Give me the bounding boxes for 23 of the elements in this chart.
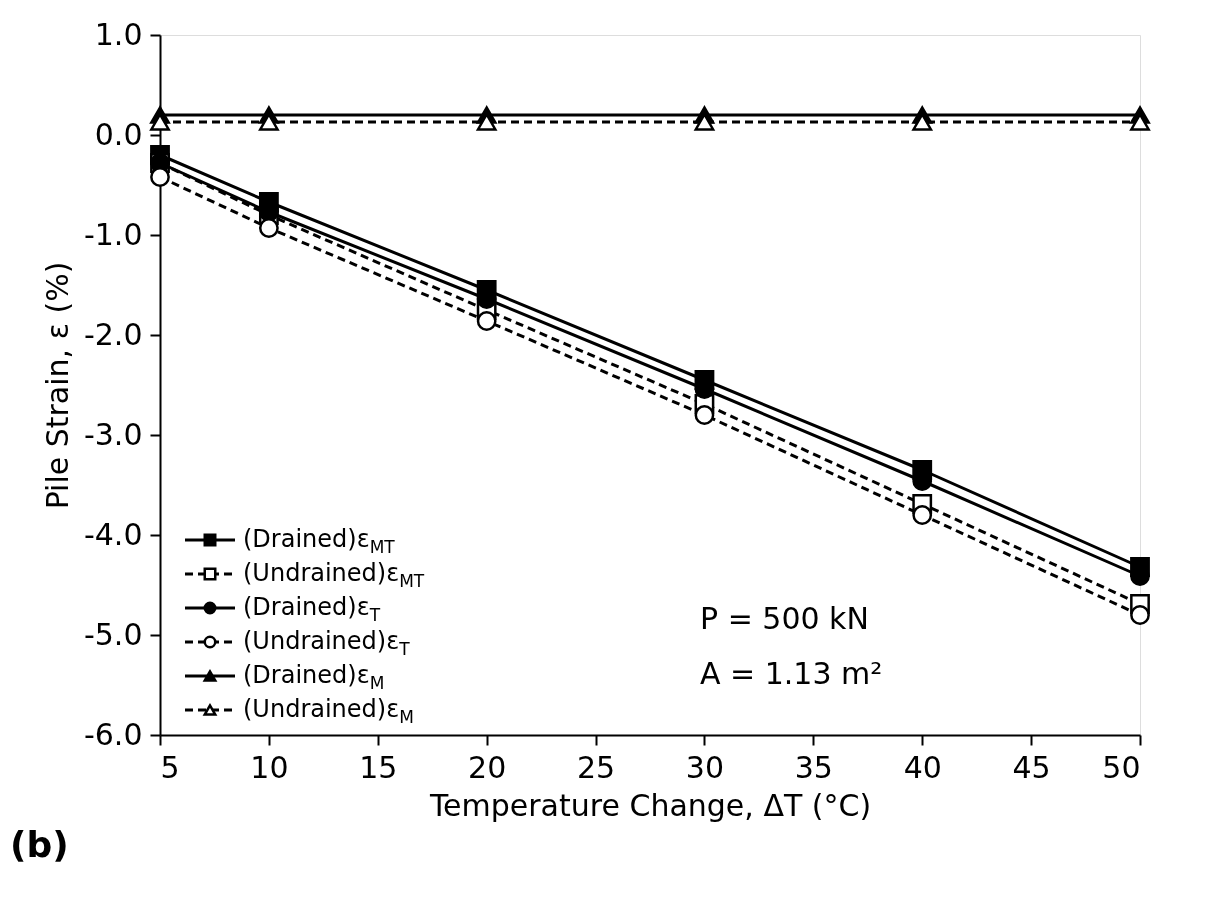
y-tick-label: -4.0 (83, 516, 143, 552)
x-tick-label: 10 (250, 749, 289, 785)
y-tick-label: -3.0 (83, 416, 143, 452)
x-tick-label: 30 (685, 749, 725, 785)
x-tick-label: 45 (1012, 749, 1051, 785)
x-tick-label: 5 (160, 749, 180, 785)
x-axis-title: Temperature Change, ΔT (°C) (428, 787, 872, 823)
x-tick-label: 15 (359, 749, 398, 785)
y-tick-label: -1.0 (83, 216, 143, 252)
y-tick-label: -2.0 (83, 316, 143, 352)
y-tick-label: -6.0 (83, 716, 143, 752)
y-tick-label: -5.0 (83, 616, 143, 652)
x-tick-label: 20 (468, 749, 507, 785)
text: (b) (10, 824, 69, 865)
x-tick-label: 25 (576, 749, 616, 785)
annotation: P = 500 kN (700, 601, 869, 636)
x-tick-label: 40 (903, 749, 942, 785)
y-tick-label: 0.0 (94, 116, 143, 152)
y-axis-title: Pile Strain, ε (%) (39, 261, 75, 510)
y-tick-label: 1.0 (94, 16, 143, 52)
annotation: A = 1.13 m² (700, 656, 883, 691)
x-tick-label: 35 (794, 749, 833, 785)
x-tick-label: 50 (1102, 749, 1141, 785)
